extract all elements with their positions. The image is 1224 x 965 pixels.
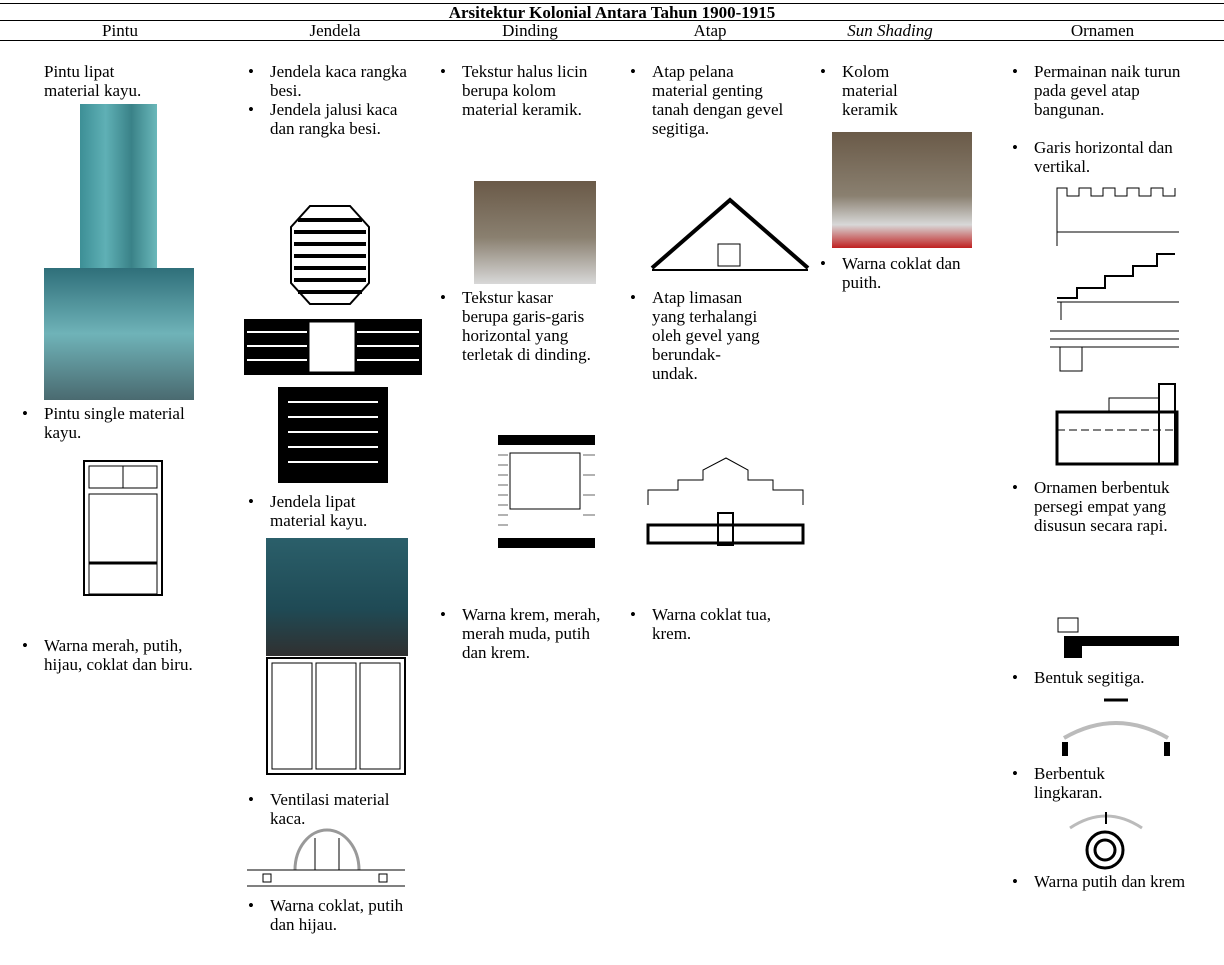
grid-drawing	[278, 387, 388, 483]
ornament-drawing	[1055, 383, 1179, 466]
column-header: Jendela	[309, 21, 361, 40]
photo	[80, 104, 157, 268]
cell-text: Jendela kaca rangka besi.	[248, 62, 410, 100]
rule	[0, 20, 1224, 21]
ornament-drawing	[1069, 812, 1143, 830]
photo	[832, 132, 972, 248]
cell-text: Garis horizontal dan vertikal.	[1012, 138, 1204, 176]
table-title: Arsitektur Kolonial Antara Tahun 1900-19…	[448, 3, 776, 22]
wall-drawing	[498, 435, 595, 548]
cell-text: Tekstur halus licin berupa kolom materia…	[440, 62, 602, 119]
ornament-drawing	[1057, 253, 1179, 320]
cell-text: Ventilasi material kaca.	[248, 790, 410, 828]
rule	[0, 40, 1224, 41]
cell-text: Bentuk segitiga.	[1012, 668, 1214, 687]
cell-text: Atap limasan yang terhalangi oleh gevel …	[630, 288, 762, 383]
rule	[0, 3, 1224, 4]
cell-text: Warna coklat tua, krem.	[630, 605, 792, 643]
column-header: Pintu	[102, 21, 138, 40]
cell-text: Pintu lipat material kayu.	[44, 62, 142, 100]
cell-text: Warna putih dan krem	[1012, 872, 1214, 891]
cell-text: Pintu single material kayu.	[22, 404, 194, 442]
roof-drawing	[650, 197, 810, 271]
window-drawing	[266, 657, 406, 775]
cell-text: Warna krem, merah, merah muda, putih dan…	[440, 605, 602, 662]
cell-text: Kolom material keramik	[820, 62, 942, 119]
cell-text: Berbentuk lingkaran.	[1012, 764, 1174, 802]
vent-drawing	[247, 828, 405, 887]
column-header: Atap	[693, 21, 727, 40]
window-drawing	[290, 205, 370, 305]
column-header: Dinding	[502, 21, 558, 40]
cell-text: Permainan naik turun pada gevel atap ban…	[1012, 62, 1214, 119]
roof-drawing	[646, 457, 805, 546]
photo	[474, 181, 596, 284]
cell-text: Warna coklat dan puith.	[820, 254, 982, 292]
ornament-drawing	[1057, 617, 1179, 658]
cell-text: Warna merah, putih, hijau, coklat dan bi…	[22, 636, 224, 674]
cell-text: Tekstur kasar berupa garis-garis horizon…	[440, 288, 602, 364]
cell-text: Jendela jalusi kaca dan rangka besi.	[248, 100, 425, 138]
cell-text: Ornamen berbentuk persegi empat yang dis…	[1012, 478, 1174, 535]
cell-text: Jendela lipat material kayu.	[248, 492, 415, 530]
ornament-drawing	[1050, 330, 1179, 372]
photo	[266, 538, 408, 656]
door-drawing	[83, 460, 163, 596]
column-header: Sun Shading	[847, 21, 933, 40]
shutter-drawing	[244, 319, 422, 375]
column-header: Ornamen	[1070, 21, 1135, 40]
photo	[44, 268, 194, 400]
ornament-drawing	[1062, 698, 1170, 756]
cell-text: Warna coklat, putih dan hijau.	[248, 896, 420, 934]
cell-text: Atap pelana material genting tanah denga…	[630, 62, 787, 138]
ornament-drawing	[1056, 187, 1179, 246]
ornament-drawing	[1085, 830, 1125, 870]
